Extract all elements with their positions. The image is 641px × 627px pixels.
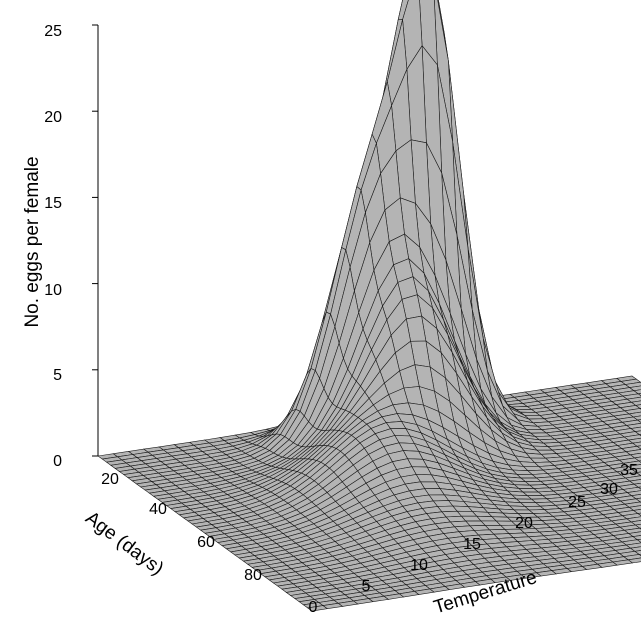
- z-axis-label: No. eggs per female: [22, 156, 43, 327]
- temp-tick-20: 20: [515, 515, 533, 532]
- z-tick-20: 20: [44, 109, 62, 126]
- temp-tick-30: 30: [600, 481, 618, 498]
- age-tick-40: 40: [149, 501, 167, 518]
- z-tick-15: 15: [44, 195, 62, 212]
- temp-tick-10: 10: [410, 557, 428, 574]
- temp-tick-25: 25: [568, 494, 586, 511]
- age-tick-80: 80: [244, 567, 262, 584]
- z-tick-25: 25: [44, 23, 62, 40]
- temp-tick-35: 35: [620, 462, 638, 479]
- surface-mesh: [97, 0, 641, 612]
- temp-tick-15: 15: [463, 536, 481, 553]
- age-tick-60: 60: [197, 534, 215, 551]
- axes: [92, 24, 99, 457]
- surface-cell: [306, 605, 329, 612]
- temp-tick-5: 5: [362, 578, 371, 595]
- temp-tick-0: 0: [309, 599, 318, 616]
- z-tick-10: 10: [44, 282, 62, 299]
- z-tick-5: 5: [53, 367, 62, 384]
- age-tick-20: 20: [101, 471, 119, 488]
- age-axis-label: Age (days): [81, 508, 167, 580]
- z-tick-0: 0: [53, 453, 62, 470]
